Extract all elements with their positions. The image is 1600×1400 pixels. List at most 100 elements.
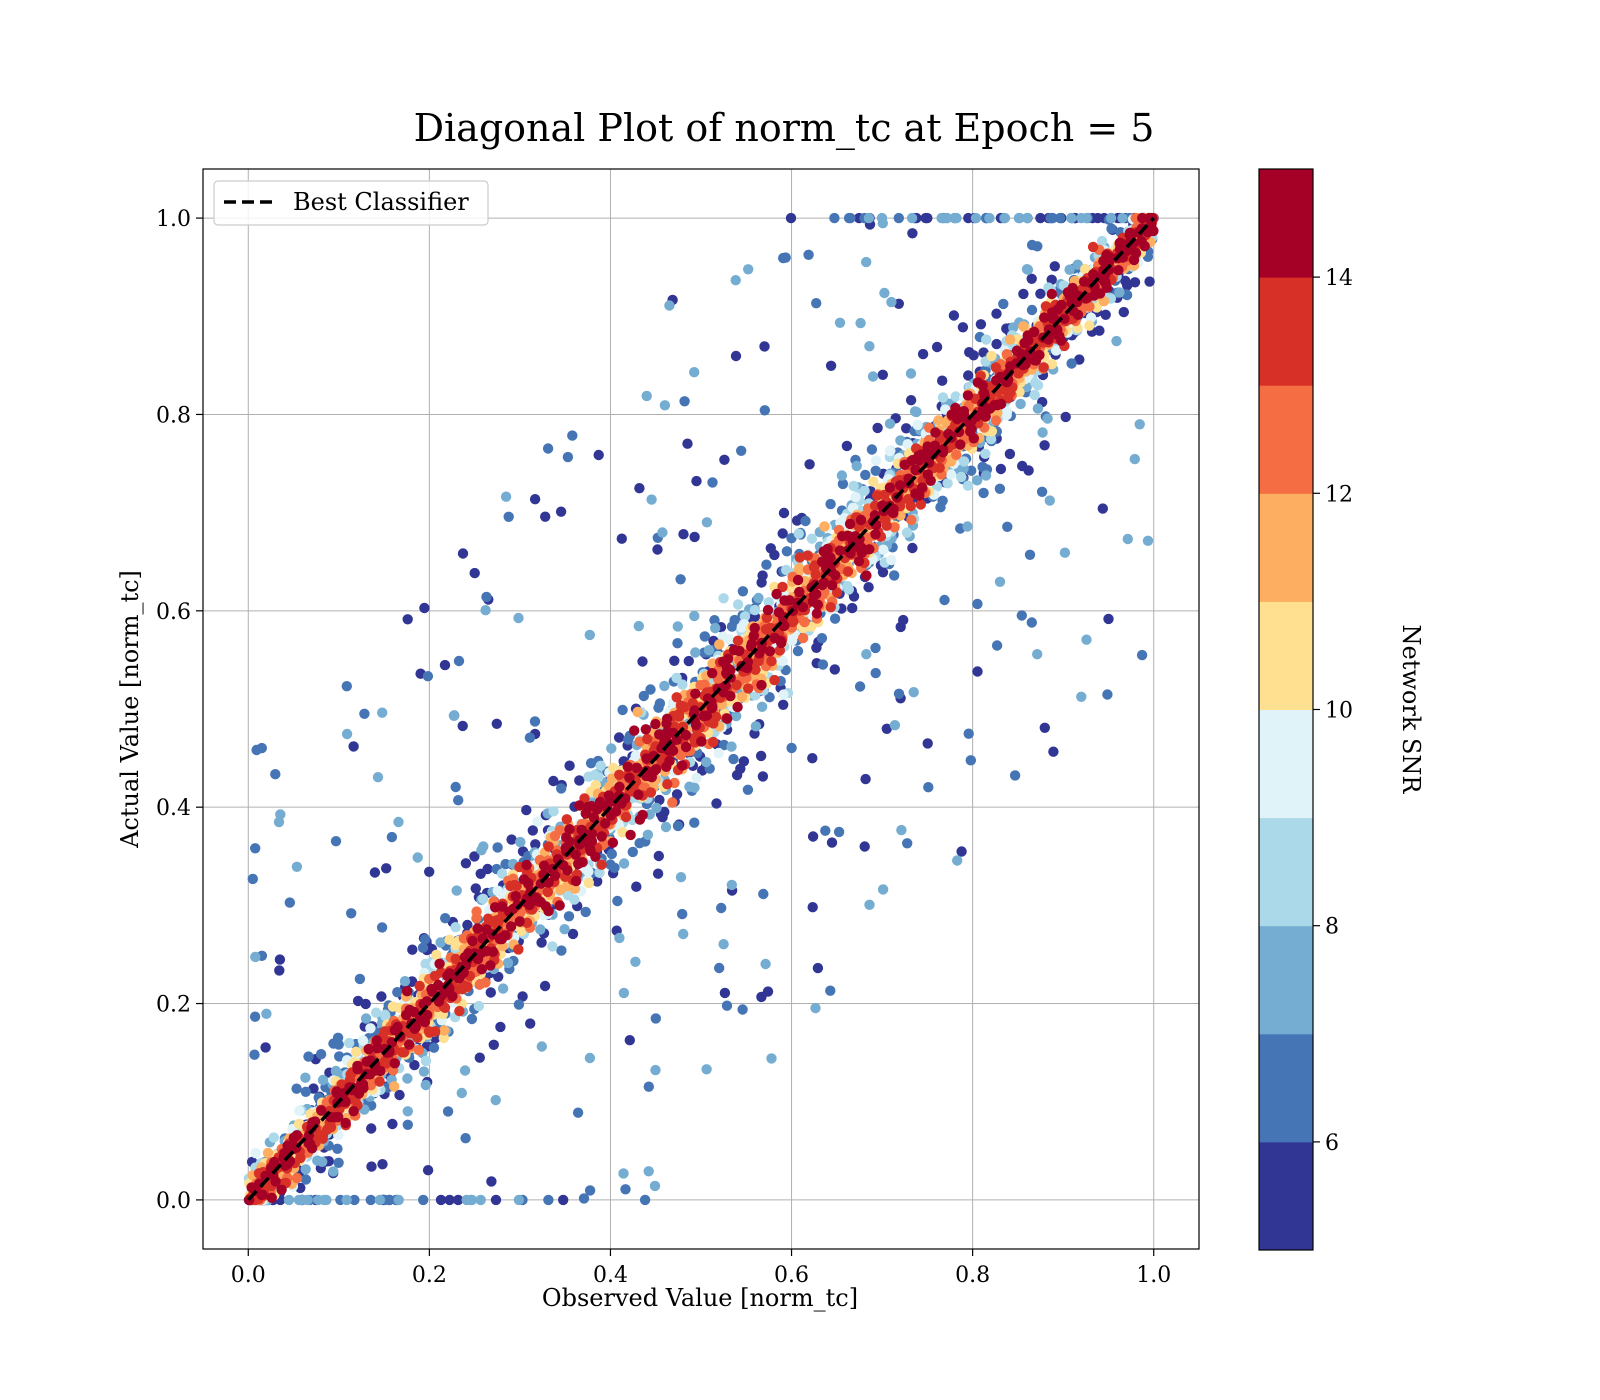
data-point — [634, 483, 645, 494]
data-point — [864, 341, 875, 352]
data-point — [417, 942, 429, 953]
data-point — [450, 922, 461, 933]
data-point — [981, 334, 992, 345]
data-point — [389, 1081, 400, 1092]
data-point — [994, 576, 1006, 587]
data-point — [778, 689, 789, 700]
data-point — [584, 1052, 596, 1064]
data-point — [521, 804, 532, 816]
data-point — [418, 1066, 430, 1077]
data-point — [540, 511, 551, 522]
data-point — [1035, 212, 1046, 224]
data-point — [261, 1008, 272, 1019]
data-point — [393, 816, 404, 828]
data-point — [1120, 275, 1131, 286]
data-point — [399, 976, 411, 987]
data-point — [972, 666, 983, 677]
data-point — [701, 1064, 712, 1075]
data-point — [1049, 261, 1061, 272]
data-point — [709, 615, 720, 626]
data-point — [1074, 354, 1085, 365]
data-point — [440, 913, 451, 924]
data-point — [1038, 362, 1049, 373]
data-point — [377, 707, 388, 718]
data-point — [1016, 610, 1027, 621]
data-point — [679, 396, 690, 407]
data-point — [549, 830, 561, 842]
data-point — [580, 906, 591, 918]
data-point — [970, 212, 982, 224]
data-point — [936, 212, 947, 224]
data-point — [453, 655, 465, 667]
data-point — [710, 622, 721, 634]
data-point — [877, 369, 888, 380]
data-point — [594, 867, 605, 878]
data-point — [374, 1076, 385, 1087]
data-point — [435, 1194, 447, 1206]
data-point — [991, 308, 1002, 319]
data-point — [1144, 276, 1155, 287]
data-point — [374, 1194, 386, 1206]
data-point — [695, 680, 706, 691]
data-point — [500, 858, 511, 870]
data-point — [1046, 274, 1057, 285]
data-point — [542, 443, 554, 454]
data-point — [453, 795, 464, 806]
data-point — [1004, 334, 1016, 345]
data-point — [848, 480, 859, 492]
data-point — [1142, 535, 1154, 546]
data-point — [825, 985, 836, 996]
data-point — [811, 298, 822, 309]
data-point — [991, 640, 1003, 651]
data-point — [718, 939, 729, 950]
scatter-points — [243, 212, 1159, 1206]
data-point — [903, 494, 914, 505]
data-point — [714, 962, 725, 974]
data-point — [761, 612, 772, 623]
data-point — [963, 728, 974, 739]
data-point — [567, 928, 579, 940]
data-point — [863, 212, 875, 224]
data-point — [315, 1049, 327, 1060]
data-point — [623, 734, 634, 745]
data-point — [810, 1002, 821, 1014]
data-point — [247, 873, 258, 885]
data-point — [608, 762, 619, 774]
data-point — [457, 548, 469, 559]
data-point — [948, 310, 960, 321]
data-point — [349, 1194, 360, 1206]
data-point — [701, 517, 713, 528]
data-point — [870, 667, 881, 679]
data-point — [1048, 746, 1059, 757]
data-point — [1059, 547, 1071, 558]
data-point — [369, 867, 381, 878]
data-point — [758, 888, 769, 900]
data-point — [1100, 309, 1111, 320]
data-point — [855, 317, 866, 329]
data-point — [283, 1194, 295, 1206]
data-point — [800, 515, 811, 527]
data-point — [348, 741, 359, 752]
data-point — [344, 1037, 355, 1049]
data-point — [606, 848, 617, 860]
data-point — [1002, 521, 1013, 532]
data-point — [1122, 533, 1134, 545]
data-point — [439, 659, 451, 671]
data-point — [332, 1143, 343, 1155]
data-point — [490, 1094, 501, 1106]
data-point — [777, 528, 788, 539]
data-point — [563, 911, 575, 922]
data-point — [861, 256, 872, 268]
data-point — [341, 1194, 352, 1206]
data-point — [1030, 377, 1041, 388]
data-point — [1117, 212, 1128, 224]
data-point — [736, 445, 747, 456]
data-point — [262, 1147, 274, 1159]
data-point — [1023, 465, 1034, 476]
data-point — [650, 1013, 661, 1024]
data-point — [807, 902, 818, 913]
data-point — [555, 506, 567, 517]
data-point — [424, 1027, 435, 1038]
data-point — [769, 549, 780, 561]
data-point — [313, 1194, 324, 1206]
